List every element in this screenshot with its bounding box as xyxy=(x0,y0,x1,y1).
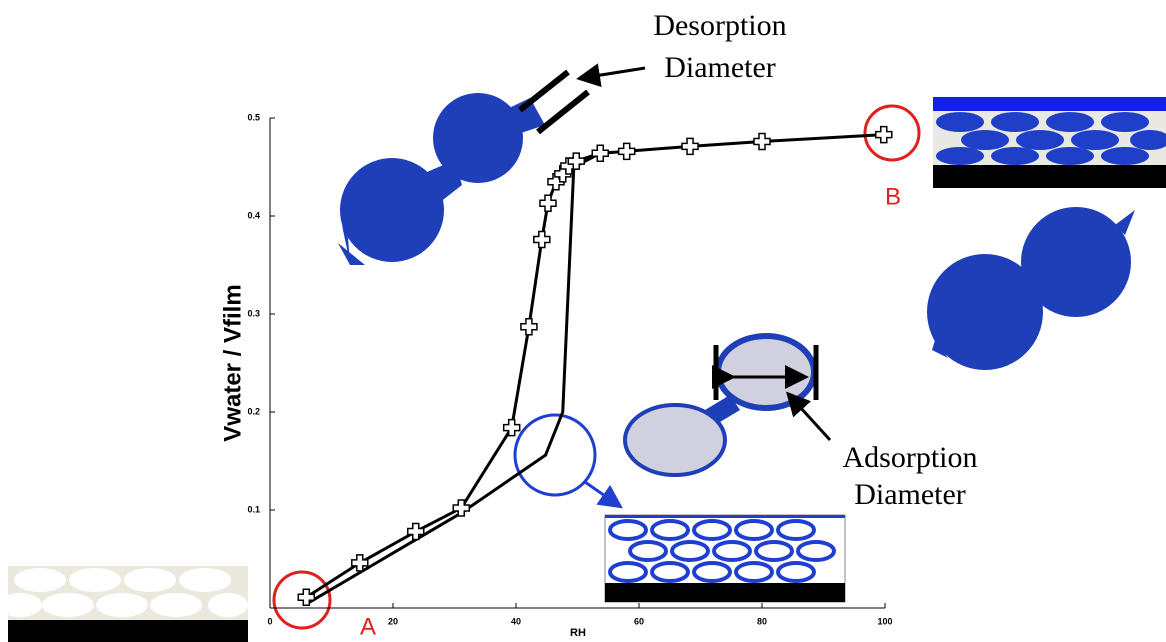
data-point xyxy=(502,418,521,437)
data-point xyxy=(452,499,471,517)
x-tick-label: 100 xyxy=(877,616,892,626)
data-point xyxy=(617,142,636,161)
filled-pore xyxy=(927,207,1135,370)
annotation: A xyxy=(360,613,376,640)
x-tick-label: 80 xyxy=(757,616,767,626)
highlight-arrow xyxy=(584,480,623,509)
x-tick-label: 40 xyxy=(511,616,521,626)
highlight-circle xyxy=(513,413,597,497)
annotation: Diameter xyxy=(854,478,966,511)
data-point xyxy=(533,230,551,249)
film-dry xyxy=(0,566,248,642)
desorption-pore xyxy=(338,63,646,265)
annotation: B xyxy=(885,183,901,210)
x-tick-label: 20 xyxy=(388,616,398,626)
x-tick-label: 0 xyxy=(267,616,272,626)
film-filled xyxy=(933,97,1166,188)
data-point xyxy=(351,554,369,572)
data-point xyxy=(539,194,557,213)
data-point xyxy=(407,522,425,541)
x-axis-label: RH xyxy=(570,627,586,639)
adsorption-pore xyxy=(623,333,832,477)
annotation: Adsorption xyxy=(843,441,978,474)
y-tick-label: 0.2 xyxy=(247,406,260,416)
data-point xyxy=(753,132,771,151)
y-tick-label: 0.5 xyxy=(247,112,260,122)
point-b-circle xyxy=(863,104,921,162)
y-tick-label: 0.3 xyxy=(247,308,260,318)
data-point xyxy=(681,137,699,156)
annotation: Diameter xyxy=(664,51,776,84)
y-tick-label: 0.4 xyxy=(247,210,260,220)
data-point xyxy=(520,317,538,336)
data-point xyxy=(567,152,586,170)
x-tick-label: 60 xyxy=(634,616,644,626)
data-point xyxy=(297,588,316,606)
data-point xyxy=(547,172,565,191)
point-a-circle xyxy=(272,570,332,630)
annotation: Desorption xyxy=(653,9,786,42)
y-axis-label: Vwater / Vfilm xyxy=(219,284,246,441)
data-point xyxy=(875,125,893,144)
plot: 0.1 0.2 0.3 0.4 0.5 0 20 40 60 80 100 xyxy=(247,112,893,626)
y-tick-label: 0.1 xyxy=(247,504,260,514)
film-partial xyxy=(604,514,846,603)
data-point xyxy=(591,144,610,163)
